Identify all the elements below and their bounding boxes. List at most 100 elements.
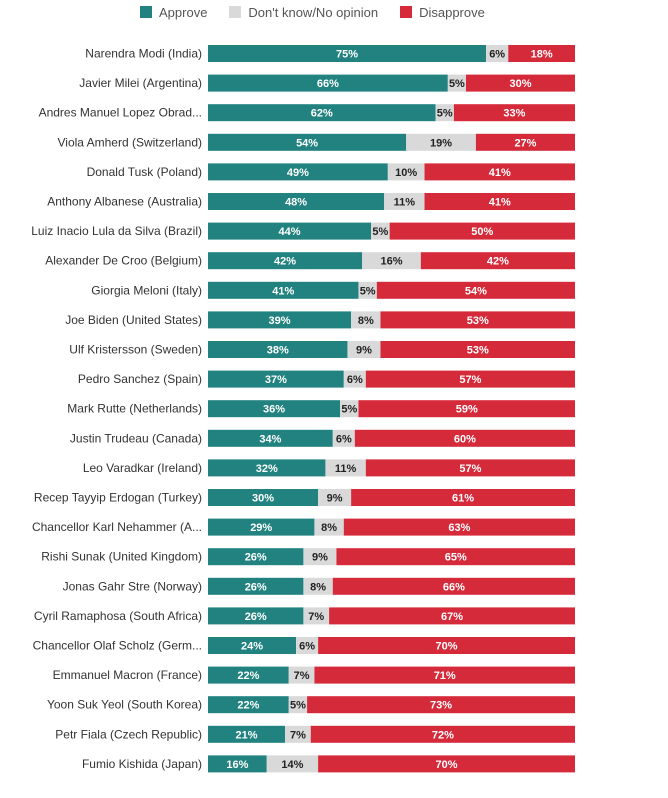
data-label: 49% [287,167,309,179]
legend-swatch [400,6,413,18]
bar-segment-approve [208,400,341,418]
data-label: 39% [269,315,291,327]
data-label: 48% [285,197,307,209]
legend-swatch [229,6,242,18]
bar-segment-disapprove [314,666,575,684]
category-label: Mark Rutte (Netherlands) [67,402,202,416]
bar-segment-approve [208,637,297,654]
data-label: 6% [299,641,315,653]
data-label: 6% [336,433,352,445]
data-label: 5% [437,108,453,120]
legend-swatch [140,6,152,18]
data-label: 19% [430,137,452,149]
data-label: 33% [503,108,525,120]
bar-segment-approve [208,459,326,477]
data-label: 8% [321,522,337,534]
data-label: 54% [465,285,487,297]
bar-segment-disapprove [351,489,575,506]
bar-segment-dont-know [406,133,476,151]
bar-segment-approve [208,163,388,181]
category-label: Chancellor Karl Nehammer (A... [32,520,202,534]
category-label: Petr Fiala (Czech Republic) [55,727,202,741]
bar-segment-dont-know [314,518,344,536]
data-label: 38% [267,345,289,357]
bar-segment-disapprove [453,104,575,122]
data-label: 50% [471,226,493,238]
bar-segment-disapprove [343,518,575,536]
data-label: 67% [441,611,463,623]
bar-segment-approve [208,577,304,595]
data-label: 9% [312,552,328,564]
bar-segment-approve [208,370,344,388]
bar-segment-approve [208,725,286,743]
bar-segment-approve [208,341,348,358]
data-label: 65% [445,552,467,564]
bar-segment-dont-know [358,281,377,299]
data-label: 62% [311,108,333,120]
bar-segment-disapprove [380,311,575,329]
bar-segment-dont-know [384,193,425,210]
category-label: Ulf Kristersson (Sweden) [69,343,202,357]
data-label: 24% [241,641,263,653]
category-label: Luiz Inacio Lula da Silva (Brazil) [31,224,202,238]
bar-segment-dont-know [343,370,366,388]
bar-segment-dont-know [340,400,359,418]
data-label: 30% [509,78,531,90]
legend-label: Disapprove [419,4,485,20]
data-label: 5% [372,226,388,238]
data-label: 66% [317,78,339,90]
bar-segment-disapprove [358,400,575,418]
data-label: 63% [448,522,470,534]
category-label: Fumio Kishida (Japan) [82,757,202,771]
bar-segment-disapprove [329,607,575,625]
bar-segment-approve [208,74,448,92]
data-label: 53% [467,345,489,357]
bar-segment-disapprove [475,133,575,151]
data-label: 36% [263,404,285,416]
data-label: 5% [341,404,357,416]
bar-segment-disapprove [389,222,575,240]
category-label: Chancellor Olaf Scholz (Germ... [33,639,202,653]
bar-segment-disapprove [380,341,575,358]
data-label: 8% [310,581,326,593]
data-label: 16% [380,256,402,268]
category-label: Emmanuel Macron (France) [53,668,202,682]
data-label: 34% [259,433,281,445]
data-label: 9% [356,345,372,357]
bar-segment-disapprove [354,429,575,447]
data-label: 29% [250,522,272,534]
data-label: 5% [290,700,306,712]
data-label: 54% [296,137,318,149]
bar-segment-dont-know [362,252,421,270]
category-label: Javier Milei (Argentina) [79,76,202,90]
data-label: 26% [245,611,267,623]
bar-segment-approve [208,755,267,773]
data-label: 41% [489,197,511,209]
legend-item-disapprove: Disapprove [400,5,485,20]
data-label: 22% [237,700,259,712]
category-label: Giorgia Meloni (Italy) [91,283,202,297]
data-label: 7% [308,611,324,623]
data-label: 8% [358,315,374,327]
data-label: 30% [252,493,274,505]
data-label: 7% [290,729,306,741]
bar-segment-approve [208,45,487,62]
bar-segment-dont-know [387,163,425,181]
bar-segment-dont-know [486,45,509,62]
data-label: 70% [436,641,458,653]
data-label: 26% [245,581,267,593]
bar-segment-approve [208,607,304,625]
bar-segment-dont-know [303,548,337,566]
data-label: 57% [459,463,481,475]
data-label: 53% [467,315,489,327]
data-label: 41% [272,285,294,297]
data-label: 11% [335,463,357,475]
legend-item-dont-know: Don't know/No opinion [229,5,378,20]
data-label: 9% [327,493,343,505]
bar-segment-dont-know [435,104,454,122]
data-label: 60% [454,433,476,445]
category-label: Viola Amherd (Switzerland) [57,135,202,149]
data-label: 41% [489,167,511,179]
category-label: Alexander De Croo (Belgium) [45,254,202,268]
